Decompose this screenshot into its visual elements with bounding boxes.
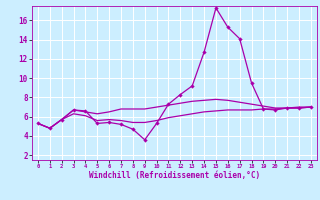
- X-axis label: Windchill (Refroidissement éolien,°C): Windchill (Refroidissement éolien,°C): [89, 171, 260, 180]
